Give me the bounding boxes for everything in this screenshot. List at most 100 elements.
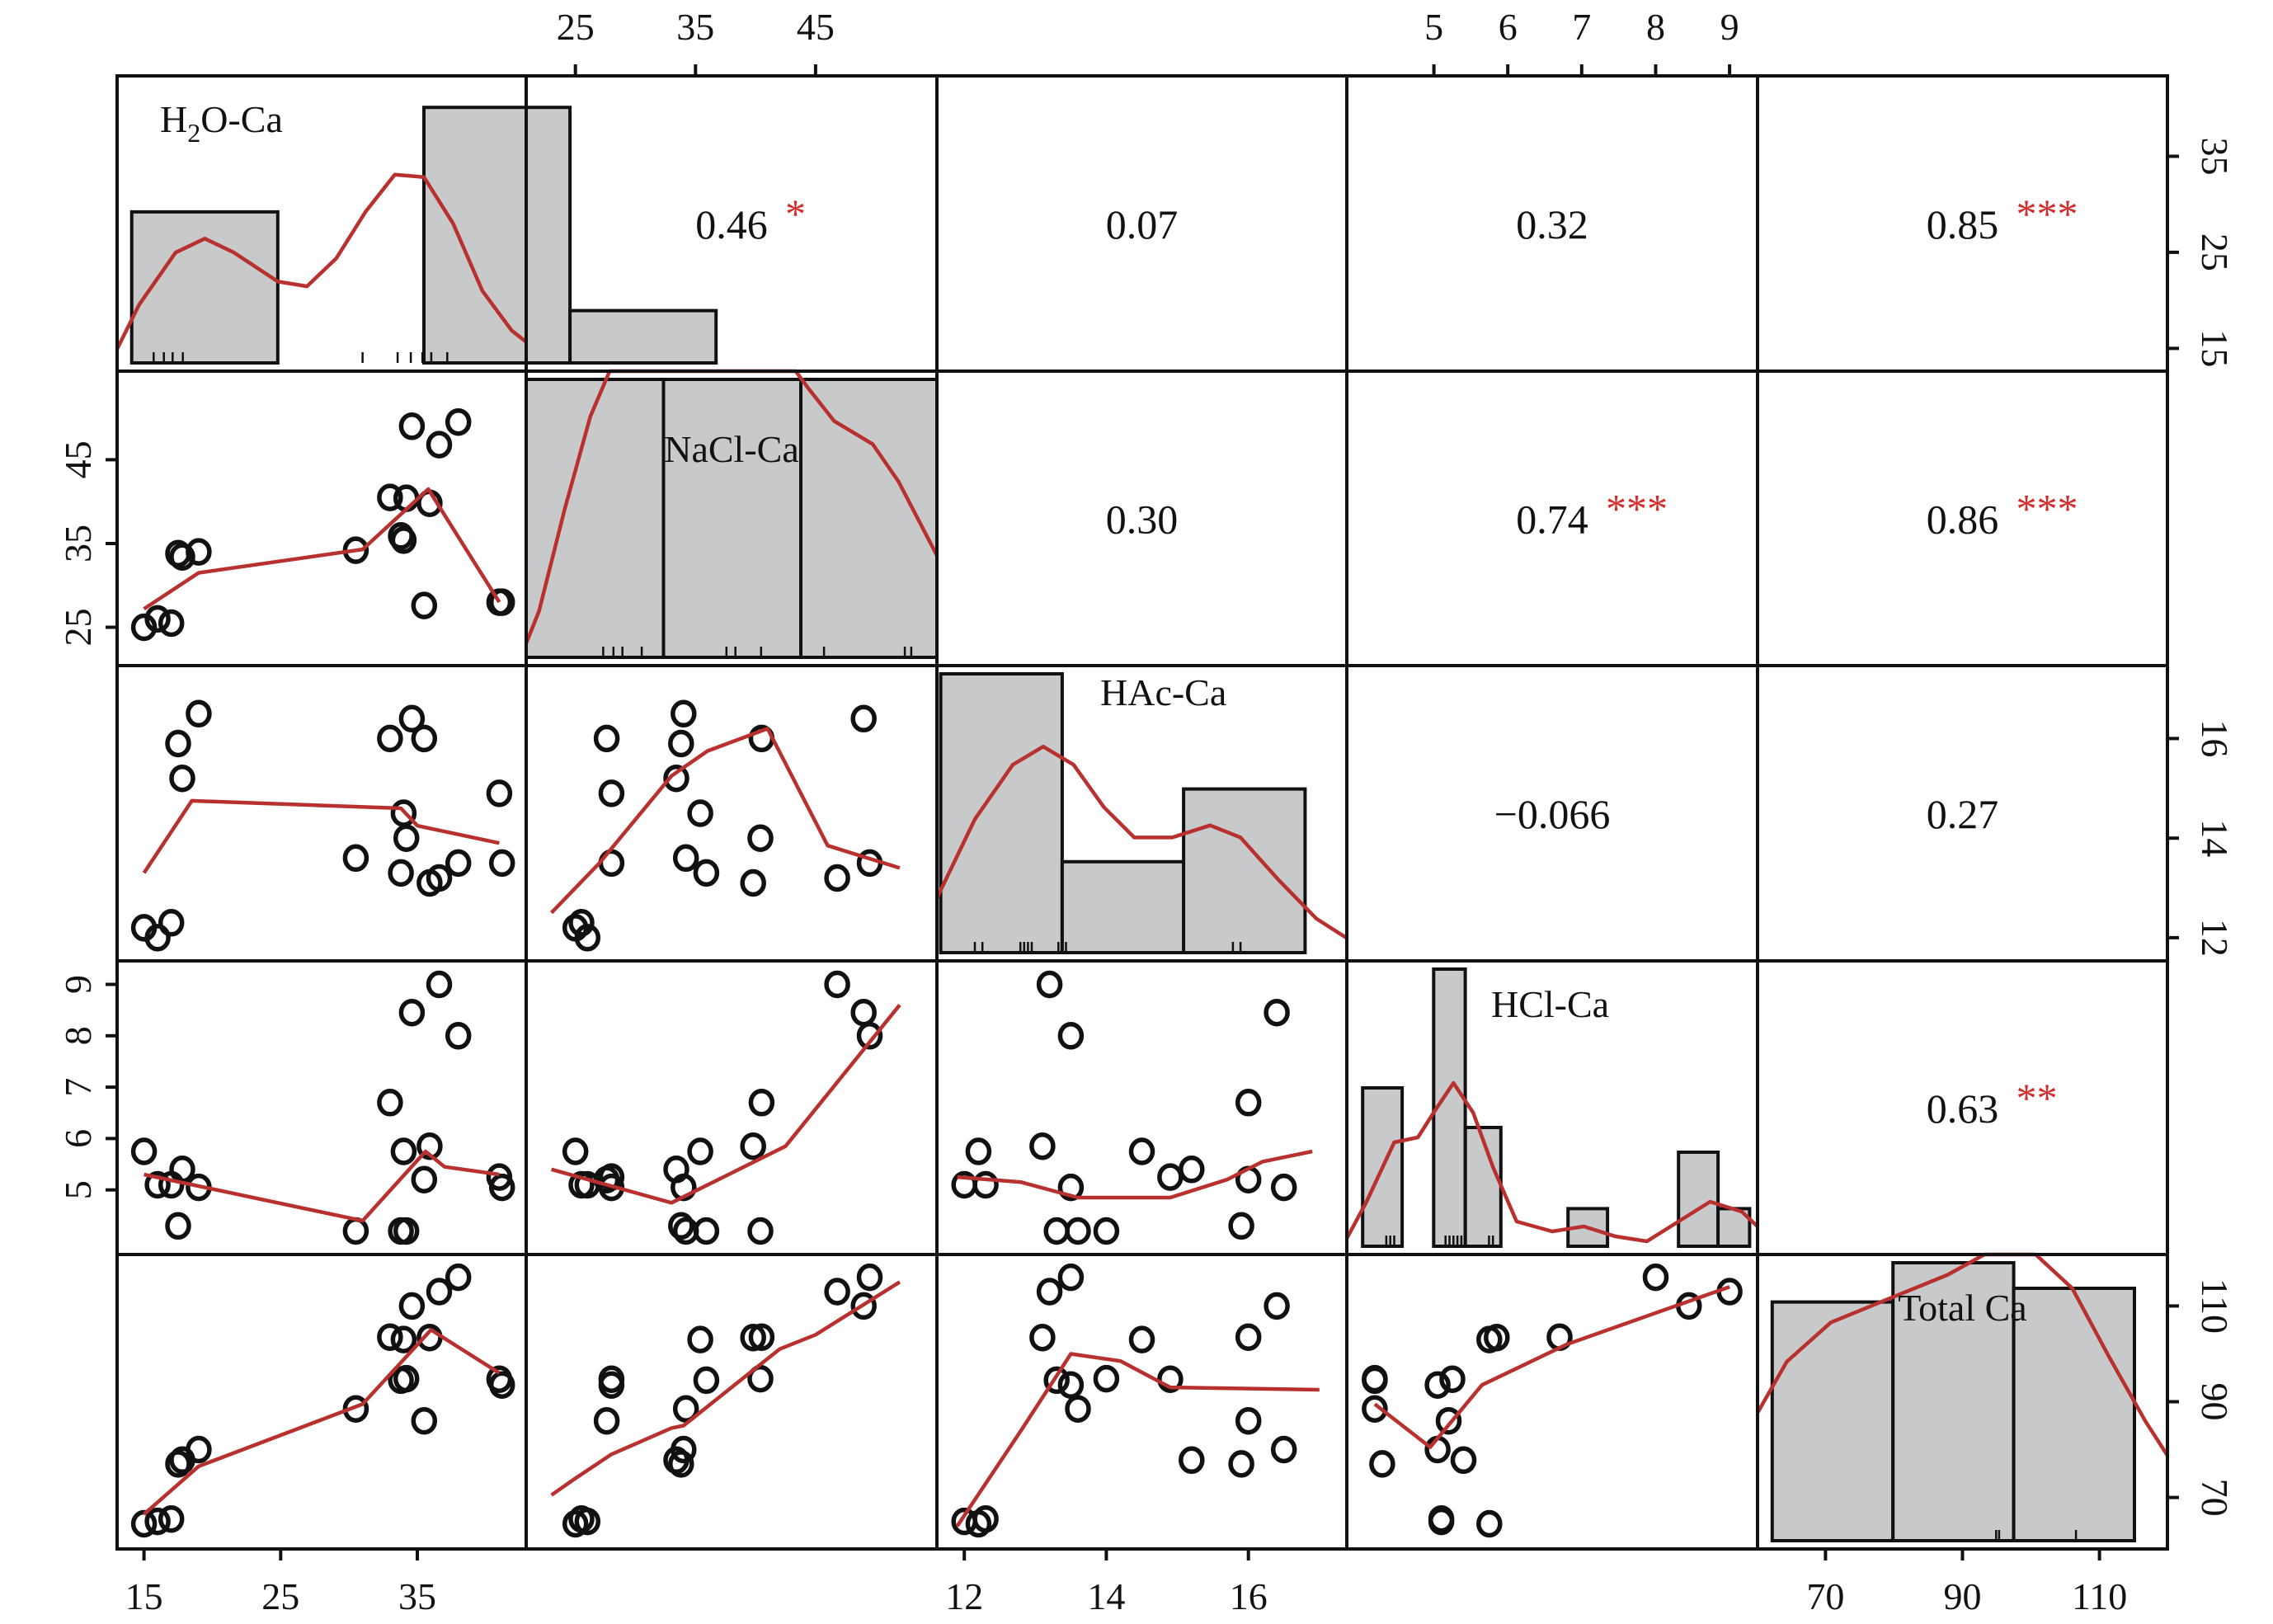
histogram-layer (129, 106, 2137, 1542)
scatter-point-4-3-3 (1369, 1450, 1395, 1478)
scatter-point-3-2-15 (1057, 1022, 1085, 1050)
variable-label-3: HCl-Ca (1491, 983, 1609, 1025)
scatter-point-3-1-0 (562, 1137, 589, 1165)
axis-tick-label-bottom-0-0: 15 (125, 1575, 163, 1617)
scatter-point-3-2-10 (1093, 1217, 1120, 1245)
scatter-point-3-1-7 (748, 1089, 775, 1117)
scatter-point-3-1-16 (598, 1163, 625, 1191)
significance-stars-1-4: *** (2017, 486, 2078, 532)
correlation-value-0-2: 0.07 (1106, 201, 1179, 247)
scatter-point-1-0-1 (144, 605, 171, 633)
axis-tick-label-bottom-0-1: 25 (261, 1575, 299, 1617)
scatter-point-4-2-14 (1036, 1278, 1063, 1306)
axis-tick-label-top-3-4: 9 (1720, 6, 1739, 48)
axis-tick-label-top-1-1: 35 (676, 6, 714, 48)
scatter-point-2-1-11 (850, 704, 877, 733)
scatter-point-2-0-4 (169, 764, 195, 793)
scatter-point-4-2-4 (1179, 1446, 1205, 1475)
scatter-point-3-1-15 (856, 1022, 883, 1050)
correlation-value-3-4: 0.63 (1927, 1085, 1999, 1132)
scatter-point-3-0-1 (144, 1170, 171, 1199)
scatter-point-2-1-14 (824, 864, 850, 892)
scatter-point-4-0-10 (393, 1364, 420, 1393)
scatter-point-3-1-2 (568, 1170, 595, 1199)
smoother-3-0 (144, 1149, 500, 1223)
scatter-point-4-3-15 (1642, 1263, 1669, 1292)
scatter-point-4-3-4 (1450, 1446, 1477, 1475)
axis-tick-label-left-6-0: 5 (57, 1180, 99, 1199)
scatter-point-3-2-16 (1157, 1163, 1184, 1191)
scatter-point-4-1-13 (740, 1323, 766, 1352)
scatter-point-1-0-9 (388, 522, 414, 550)
scatter-point-1-0-2 (158, 609, 185, 638)
axis-tick-label-bottom-2-2: 16 (1230, 1575, 1268, 1617)
axis-tick-label-bottom-2-1: 14 (1087, 1575, 1125, 1617)
scatter-point-4-0-7 (377, 1323, 403, 1351)
axis-tick-label-right-7-0: 15 (2194, 329, 2236, 367)
smoother-1-0 (143, 487, 501, 611)
scatter-point-4-2-2 (972, 1504, 999, 1533)
axis-tick-label-bottom-0-2: 35 (398, 1575, 436, 1617)
histogram-bar-1-1 (661, 378, 802, 659)
scatter-point-4-2-17 (1057, 1371, 1085, 1399)
correlation-value-1-2: 0.30 (1106, 497, 1179, 543)
scatter-point-3-2-0 (965, 1137, 992, 1165)
scatter-point-3-1-8 (687, 1137, 713, 1165)
significance-stars-0-4: *** (2017, 191, 2078, 237)
scatter-point-1-0-11 (398, 412, 426, 440)
axis-tick-label-top-3-1: 6 (1499, 6, 1518, 48)
scatter-point-1-0-0 (130, 613, 158, 642)
scatter-point-4-0-8 (390, 1325, 417, 1353)
scatter-point-1-0-12 (411, 591, 438, 619)
scatter-point-4-0-11 (398, 1292, 426, 1320)
scatter-point-4-0-12 (411, 1406, 438, 1435)
scatter-point-1-0-17 (488, 588, 515, 616)
scatter-point-4-2-11 (1264, 1292, 1290, 1320)
scatter-point-1-0-14 (426, 431, 453, 459)
variable-label-1: NaCl-Ca (664, 428, 799, 470)
scatter-point-3-0-15 (445, 1022, 472, 1050)
histogram-bar-1-0 (525, 378, 666, 659)
scatter-point-3-0-7 (377, 1089, 403, 1117)
correlation-value-0-1: 0.46 (695, 201, 768, 247)
axis-tick-label-bottom-4-1: 90 (1944, 1575, 1982, 1617)
scatter-point-4-2-6 (1065, 1395, 1091, 1423)
scatter-point-1-0-15 (445, 407, 472, 436)
axis-tick-label-top-3-2: 7 (1572, 6, 1591, 48)
axis-tick-label-right-9-0: 70 (2194, 1479, 2236, 1517)
axis-tick-label-right-8-0: 12 (2194, 919, 2236, 957)
scatter-point-3-1-14 (824, 970, 850, 999)
scatter-point-2-0-16 (486, 779, 513, 807)
scatter-point-4-3-17 (1424, 1371, 1451, 1399)
correlation-value-1-3: 0.74 (1516, 497, 1588, 543)
variable-label-4: Total Ca (1898, 1287, 2026, 1329)
scatter-point-2-1-13 (740, 868, 766, 897)
text-layer: 0.46 * 0.07 0.32 0.85 *** 0.30 0.74 *** 0.86 *** −0… (160, 98, 2078, 1329)
histogram-bar-4-0 (1770, 1300, 1895, 1542)
density-curve-0 (115, 172, 528, 351)
scatter-point-2-0-17 (488, 849, 515, 878)
scatter-point-4-1-2 (568, 1504, 595, 1533)
scatter-point-4-3-10 (1362, 1364, 1388, 1393)
axis-tick-label-bottom-2-0: 12 (945, 1575, 983, 1617)
scatter-point-2-0-6 (342, 844, 369, 873)
scatter-point-4-2-9 (1043, 1366, 1070, 1395)
scatter-point-3-0-10 (393, 1217, 420, 1245)
histogram-bar-3-4 (1677, 1151, 1720, 1248)
histogram-bar-2-0 (939, 672, 1064, 954)
axis-tick-label-right-8-2: 16 (2194, 719, 2236, 757)
scatter-point-3-0-11 (398, 998, 426, 1027)
histogram-bar-3-5 (1716, 1207, 1752, 1249)
scatter-point-4-2-16 (1157, 1365, 1184, 1393)
scatter-point-3-0-17 (488, 1173, 515, 1202)
smoother-3-2 (957, 1149, 1313, 1200)
scatter-point-3-1-10 (747, 1217, 774, 1245)
axis-tick-label-bottom-4-0: 70 (1806, 1575, 1844, 1617)
axis-tick-label-bottom-4-2: 110 (2072, 1575, 2127, 1617)
axis-tick-label-left-6-1: 6 (57, 1129, 99, 1148)
histogram-bar-0-0 (129, 209, 280, 365)
smoother-4-1 (550, 1280, 901, 1497)
scatter-point-2-1-8 (687, 799, 713, 827)
scatter-point-3-1-3 (668, 1212, 694, 1240)
axis-tick-label-top-1-0: 25 (557, 6, 595, 48)
